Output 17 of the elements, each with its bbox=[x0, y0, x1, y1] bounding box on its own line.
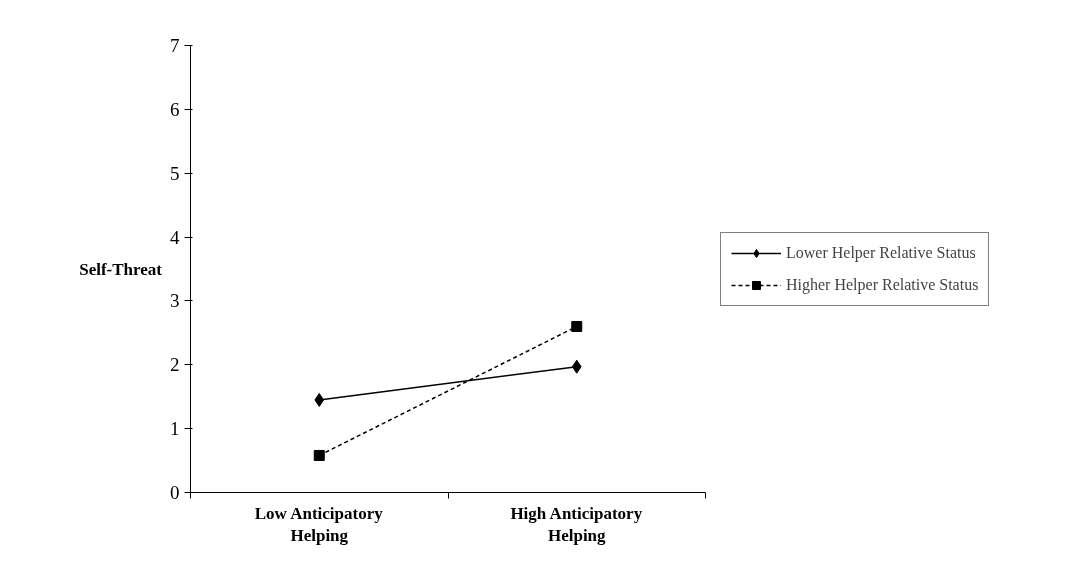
y-tick-label: 5 bbox=[170, 162, 180, 184]
y-tick-label: 7 bbox=[170, 35, 180, 56]
y-tick-label: 2 bbox=[170, 354, 180, 376]
legend-label: Higher Helper Relative Status bbox=[786, 275, 979, 294]
y-tick-label: 6 bbox=[170, 98, 180, 120]
y-tick-label: 3 bbox=[170, 290, 180, 312]
point bbox=[313, 449, 325, 461]
y-tick-label: 4 bbox=[170, 226, 180, 248]
y-tick-label: 0 bbox=[170, 482, 180, 503]
y-tick-label: 1 bbox=[170, 418, 180, 440]
point bbox=[314, 392, 325, 407]
x-tick-label: High Anticipatory Helping bbox=[510, 503, 643, 546]
point bbox=[571, 359, 582, 374]
y-axis-title: Self-Threat bbox=[79, 259, 163, 279]
x-tick-label: Low Anticipatory Helping bbox=[254, 503, 384, 546]
point bbox=[571, 320, 583, 332]
legend-label: Lower Helper Relative Status bbox=[786, 243, 976, 262]
